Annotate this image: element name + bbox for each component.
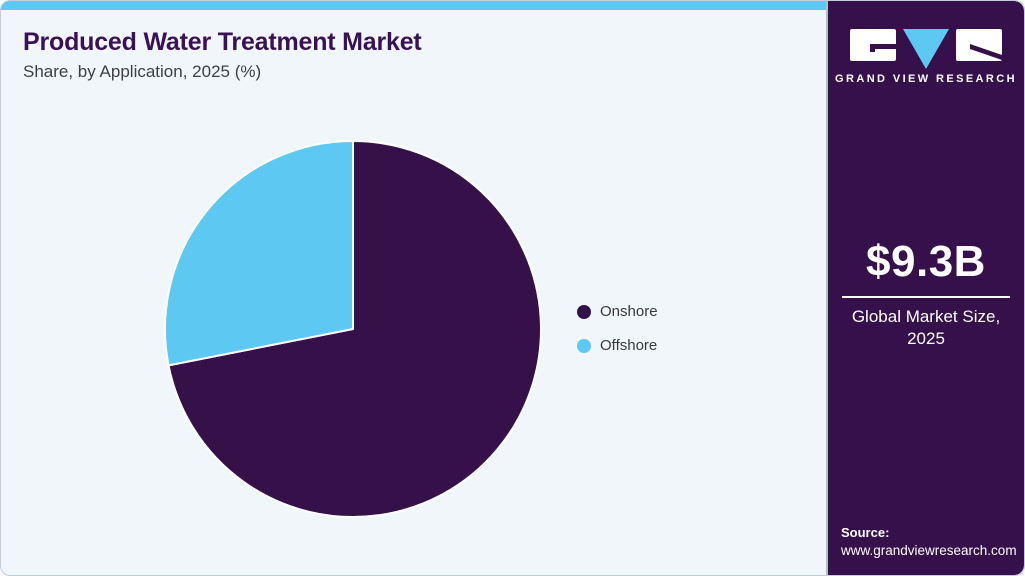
chart-panel: Produced Water Treatment Market Share, b… xyxy=(1,1,826,575)
source-url-link[interactable]: www.grandviewresearch.com xyxy=(841,543,1017,558)
legend-swatch-onshore xyxy=(577,304,591,319)
brand-name: GRAND VIEW RESEARCH xyxy=(835,73,1017,85)
logo-r-icon xyxy=(956,29,1002,61)
pie-slice-offshore xyxy=(164,140,354,367)
stat-divider xyxy=(842,296,1010,298)
pie-slice-onshore xyxy=(167,140,542,518)
brand-sidebar: GRAND VIEW RESEARCH $9.3B Global Market … xyxy=(826,1,1024,575)
market-size-label: Global Market Size, 2025 xyxy=(828,306,1024,350)
legend-label-offshore: Offshore xyxy=(600,337,658,354)
source-block: Source: www.grandviewresearch.com xyxy=(841,525,1017,558)
source-label: Source: xyxy=(841,525,890,540)
market-size-value: $9.3B xyxy=(866,237,986,286)
logo-v-icon xyxy=(903,29,949,69)
market-size-block: $9.3B Global Market Size, 2025 xyxy=(828,237,1024,350)
page-subtitle: Share, by Application, 2025 (%) xyxy=(23,62,262,81)
legend-label-onshore: Onshore xyxy=(600,303,658,320)
market-size-label-line1: Global Market Size, xyxy=(851,307,1001,326)
logo-g-icon xyxy=(850,29,896,61)
pie-chart-svg xyxy=(164,140,542,518)
market-size-label-line2: 2025 xyxy=(907,329,945,349)
legend-item-offshore: Offshore xyxy=(577,337,658,354)
legend-item-onshore: Onshore xyxy=(577,303,658,320)
chart-legend: Onshore Offshore xyxy=(577,303,658,371)
brand-block: GRAND VIEW RESEARCH xyxy=(828,29,1024,85)
legend-swatch-offshore xyxy=(577,338,591,353)
grand-view-research-logo-icon xyxy=(828,29,1024,69)
top-accent-strip xyxy=(1,1,826,10)
pie-chart xyxy=(163,139,543,519)
page-title: Produced Water Treatment Market xyxy=(23,28,422,56)
